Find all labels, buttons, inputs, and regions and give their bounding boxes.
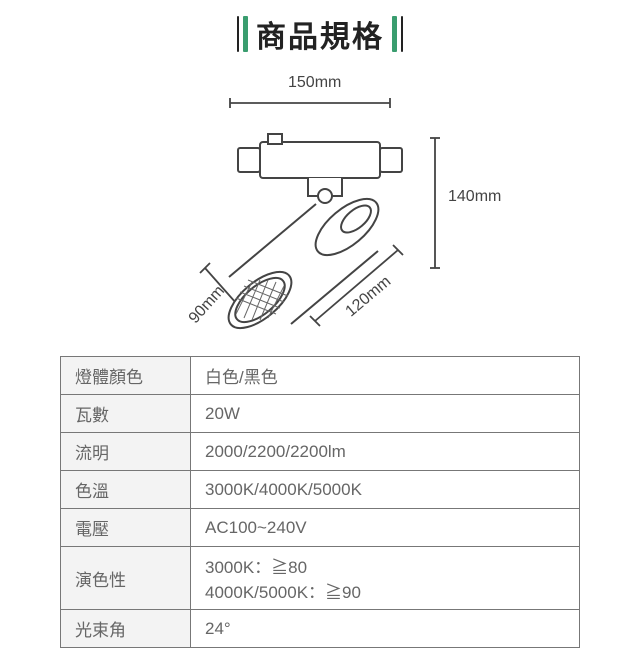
table-row: 瓦數20W [61, 395, 580, 433]
table-row: 電壓AC100~240V [61, 509, 580, 547]
dim-width-label: 150mm [288, 74, 341, 92]
spec-label: 演色性 [61, 547, 191, 610]
table-row: 光束角24° [61, 610, 580, 648]
table-row: 色溫3000K/4000K/5000K [61, 471, 580, 509]
product-diagram: 150mm 140mm 90mm 120mm [110, 68, 530, 348]
title-decor-right [392, 16, 403, 52]
spec-value: 20W [191, 395, 580, 433]
table-row: 演色性3000K：≧80 4000K/5000K：≧90 [61, 547, 580, 610]
spec-label: 色溫 [61, 471, 191, 509]
spec-value: 2000/2200/2200lm [191, 433, 580, 471]
spec-value: 白色/黑色 [191, 357, 580, 395]
spec-label: 燈體顏色 [61, 357, 191, 395]
dim-height-label: 140mm [448, 188, 501, 206]
table-row: 流明2000/2200/2200lm [61, 433, 580, 471]
diagram-svg [110, 68, 530, 348]
spec-value: 24° [191, 610, 580, 648]
spec-value: 3000K/4000K/5000K [191, 471, 580, 509]
spec-value: 3000K：≧80 4000K/5000K：≧90 [191, 547, 580, 610]
spec-label: 瓦數 [61, 395, 191, 433]
title-bar: 商品規格 [237, 12, 403, 56]
table-row: 燈體顏色白色/黑色 [61, 357, 580, 395]
spec-label: 光束角 [61, 610, 191, 648]
page-title: 商品規格 [256, 12, 384, 56]
title-decor-left [237, 16, 248, 52]
spec-label: 電壓 [61, 509, 191, 547]
spec-label: 流明 [61, 433, 191, 471]
spec-table: 燈體顏色白色/黑色瓦數20W流明2000/2200/2200lm色溫3000K/… [60, 356, 580, 648]
spec-value: AC100~240V [191, 509, 580, 547]
